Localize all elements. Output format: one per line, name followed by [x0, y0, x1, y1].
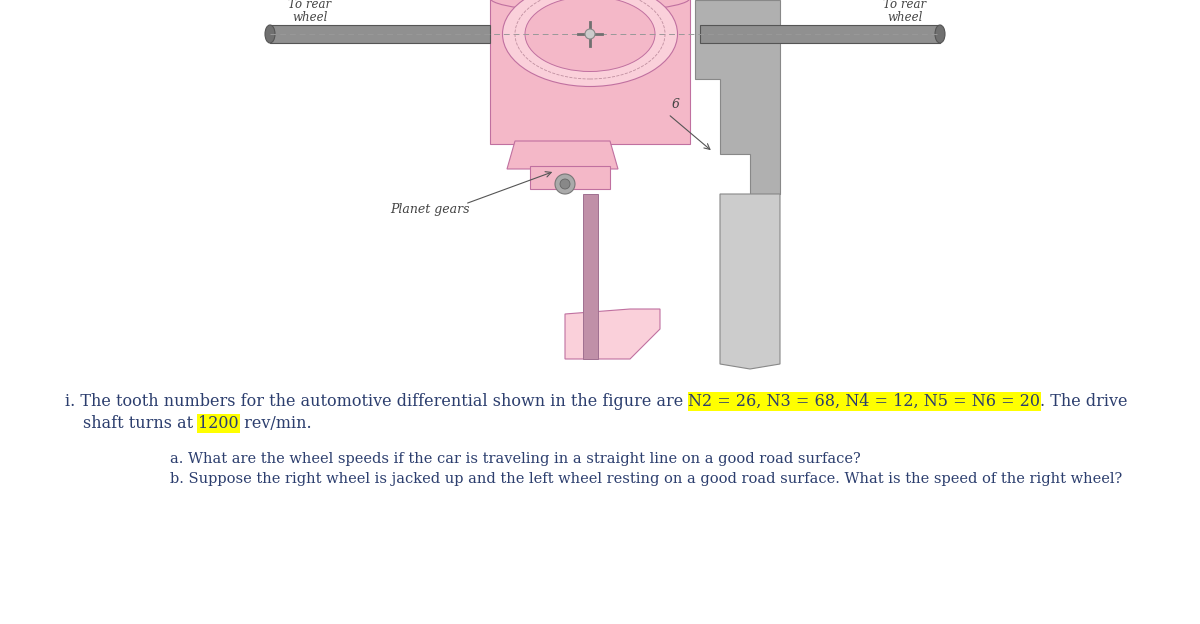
- Circle shape: [586, 29, 595, 39]
- Text: 1200: 1200: [198, 415, 239, 432]
- Polygon shape: [530, 166, 610, 189]
- Text: a. What are the wheel speeds if the car is traveling in a straight line on a goo: a. What are the wheel speeds if the car …: [170, 452, 860, 466]
- Text: 6: 6: [672, 98, 680, 111]
- Ellipse shape: [935, 25, 946, 43]
- Text: To rear: To rear: [883, 0, 926, 11]
- Ellipse shape: [490, 0, 690, 12]
- Polygon shape: [583, 194, 598, 359]
- Text: rev/min.: rev/min.: [239, 415, 312, 432]
- Ellipse shape: [265, 25, 275, 43]
- Text: To rear: To rear: [288, 0, 331, 11]
- Text: i. The tooth numbers for the automotive differential shown in the figure are: i. The tooth numbers for the automotive …: [65, 393, 689, 410]
- Text: shaft turns at: shaft turns at: [83, 415, 198, 432]
- Circle shape: [554, 174, 575, 194]
- Text: Planet gears: Planet gears: [390, 203, 469, 215]
- Text: wheel: wheel: [887, 11, 923, 24]
- Text: wheel: wheel: [293, 11, 328, 24]
- Circle shape: [560, 179, 570, 189]
- Polygon shape: [270, 25, 490, 43]
- Polygon shape: [695, 0, 780, 194]
- Polygon shape: [700, 25, 940, 43]
- Polygon shape: [565, 309, 660, 359]
- Polygon shape: [508, 141, 618, 169]
- Ellipse shape: [503, 0, 678, 87]
- Text: b. Suppose the right wheel is jacked up and the left wheel resting on a good roa: b. Suppose the right wheel is jacked up …: [170, 472, 1122, 486]
- Polygon shape: [490, 0, 690, 144]
- Text: . The drive: . The drive: [1040, 393, 1128, 410]
- Text: N2 = 26, N3 = 68, N4 = 12, N5 = N6 = 20: N2 = 26, N3 = 68, N4 = 12, N5 = N6 = 20: [689, 393, 1040, 410]
- Polygon shape: [720, 194, 780, 369]
- Ellipse shape: [526, 0, 655, 72]
